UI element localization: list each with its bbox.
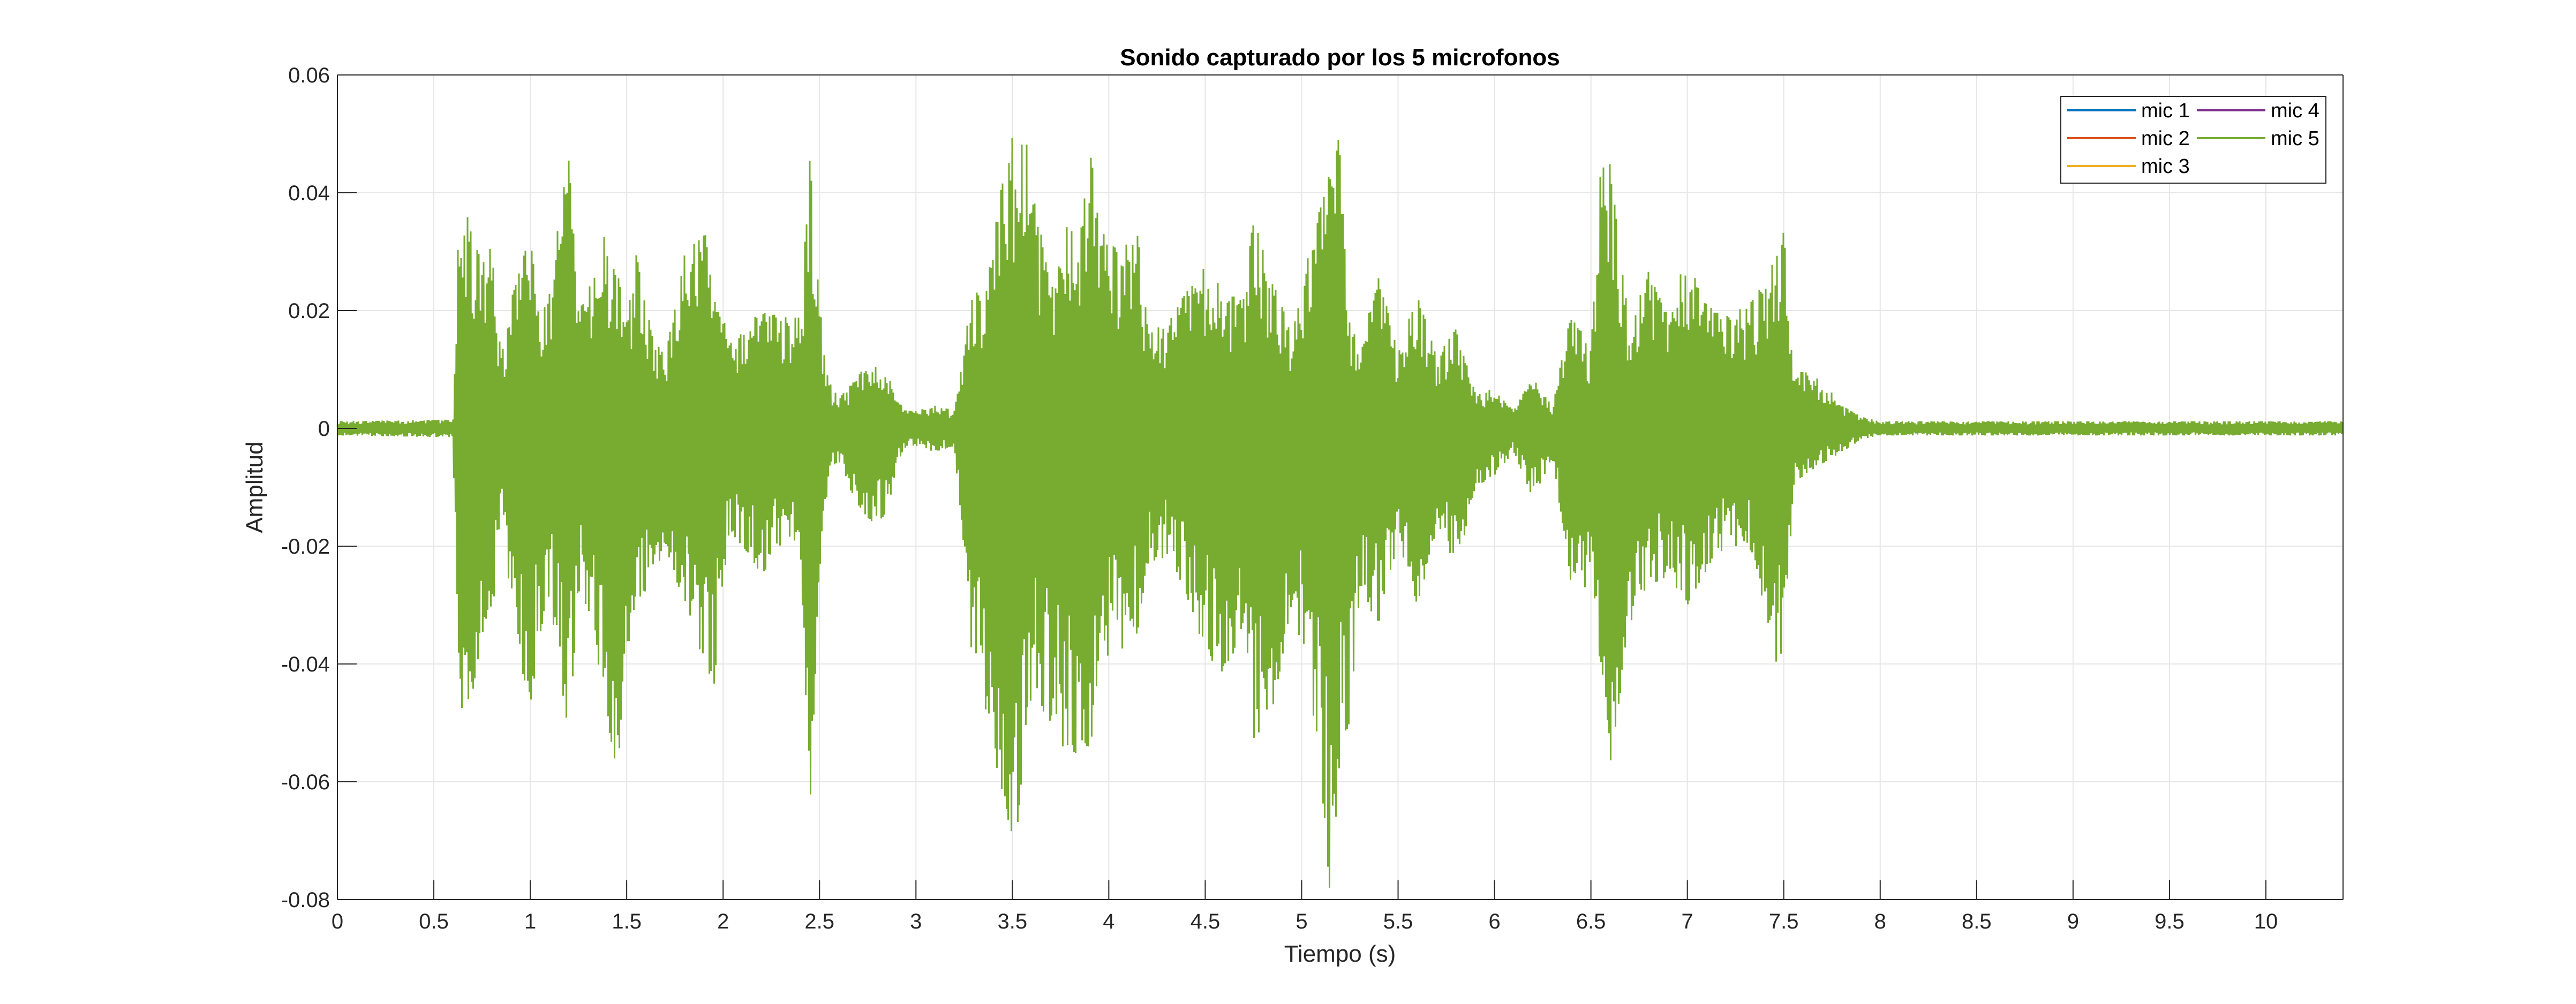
x-axis-title: Tiempo (s)	[1284, 941, 1396, 967]
axes	[337, 74, 2344, 900]
y-tick-label-2: -0.04	[281, 653, 330, 676]
y-tick-label-4: 0	[318, 417, 330, 441]
chart-title: Sonido capturado por los 5 microfonos	[1120, 44, 1560, 71]
x-tick-label-10: 5	[1295, 910, 1307, 933]
x-tick-label-5: 2.5	[804, 910, 834, 933]
y-axis-title: Amplitud	[242, 441, 268, 533]
legend-label-mic-5: mic 5	[2271, 127, 2319, 150]
legend: mic 1 mic 2 mic 3 mic 4 mic 5	[2060, 96, 2326, 184]
x-tick-label-17: 8.5	[1962, 910, 1992, 933]
y-tick-label-7: 0.06	[288, 64, 330, 87]
y-tick-label-3: -0.02	[281, 535, 330, 558]
y-tick-label-6: 0.04	[288, 182, 330, 205]
x-tick-label-12: 6	[1488, 910, 1500, 933]
y-tick-label-1: -0.06	[281, 771, 330, 794]
y-tick-label-0: -0.08	[281, 888, 330, 912]
x-tick-label-1: 0.5	[419, 910, 449, 933]
x-tick-label-19: 9.5	[2155, 910, 2185, 933]
legend-label-mic-1: mic 1	[2141, 100, 2190, 122]
x-tick-label-8: 4	[1103, 910, 1114, 933]
legend-label-mic-2: mic 2	[2141, 127, 2190, 150]
x-tick-label-7: 3.5	[998, 910, 1028, 933]
x-tick-label-4: 2	[717, 910, 729, 933]
x-tick-label-20: 10	[2254, 910, 2278, 933]
signal-trace-mic-5	[336, 138, 2344, 888]
x-tick-label-11: 5.5	[1383, 910, 1413, 933]
x-tick-label-3: 1.5	[612, 910, 642, 933]
legend-label-mic-3: mic 3	[2141, 155, 2190, 178]
tick-labels: 0 0.5 1 1.5 2 2.5 3 3.5 4 4.5 5 5.5 6 6.5 7 7.5 8 8.5 9 9.5…	[281, 64, 2278, 933]
x-tick-label-13: 6.5	[1576, 910, 1606, 933]
signal-traces	[336, 138, 2344, 888]
x-tick-label-9: 4.5	[1191, 910, 1221, 933]
x-tick-label-18: 9	[2067, 910, 2079, 933]
x-tick-label-0: 0	[332, 910, 343, 933]
x-tick-label-2: 1	[524, 910, 536, 933]
x-tick-label-14: 7	[1682, 910, 1693, 933]
x-tick-label-15: 7.5	[1769, 910, 1799, 933]
x-tick-label-16: 8	[1874, 910, 1886, 933]
y-tick-label-5: 0.02	[288, 299, 330, 323]
x-tick-label-6: 3	[910, 910, 922, 933]
legend-label-mic-4: mic 4	[2271, 100, 2319, 122]
